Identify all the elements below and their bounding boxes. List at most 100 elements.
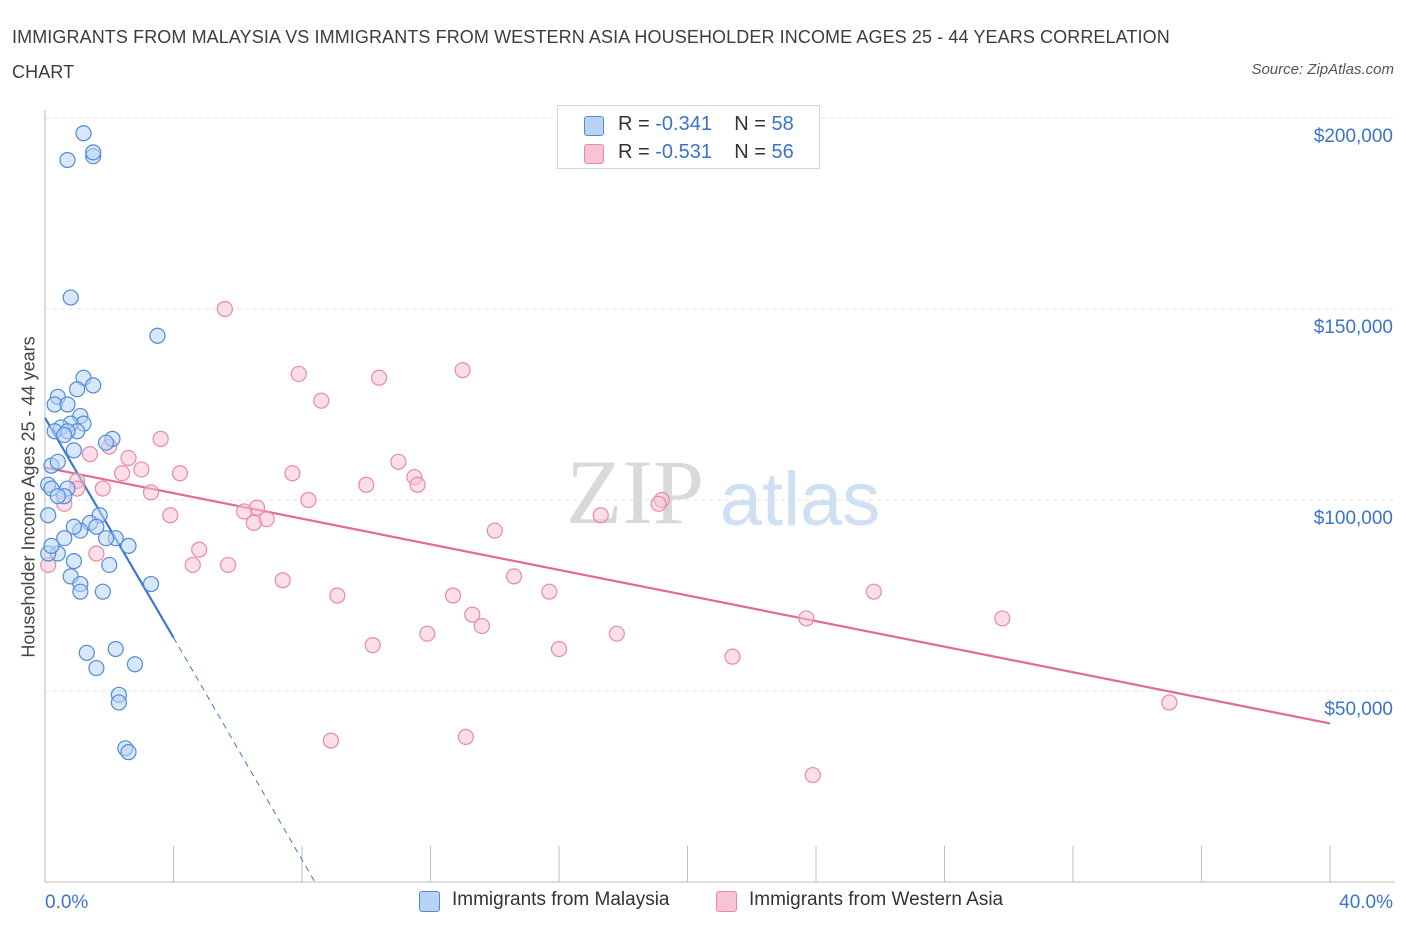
legend-n-label: N =	[734, 113, 766, 135]
point-western-asia	[364, 637, 381, 654]
point-western-asia	[184, 556, 201, 574]
point-western-asia	[419, 625, 436, 642]
point-malaysia	[110, 694, 127, 711]
point-malaysia	[40, 507, 57, 524]
point-western-asia	[313, 392, 330, 409]
point-western-asia	[142, 484, 160, 501]
trend-line-malaysia-extension	[173, 637, 316, 883]
point-western-asia	[608, 625, 625, 642]
point-western-asia	[220, 556, 237, 574]
point-western-asia	[133, 461, 150, 478]
point-malaysia	[149, 327, 166, 344]
series-name-malaysia: Immigrants from Malaysia	[452, 889, 670, 910]
point-malaysia	[59, 396, 76, 413]
grid-lines	[45, 117, 1395, 692]
point-western-asia	[290, 365, 307, 383]
point-western-asia	[650, 495, 667, 512]
point-western-asia	[322, 732, 340, 749]
point-western-asia	[284, 465, 301, 482]
points-western-asia	[40, 300, 1178, 784]
point-western-asia	[550, 640, 568, 658]
trend-line-malaysia	[44, 417, 175, 639]
legend-r-western-asia: -0.531	[655, 141, 712, 163]
point-malaysia	[107, 640, 124, 658]
point-western-asia	[505, 568, 523, 585]
point-western-asia	[804, 766, 821, 784]
point-western-asia	[454, 362, 471, 379]
legend-r-label: R =	[618, 141, 650, 163]
y-tick-label-3: $200,000	[1314, 126, 1393, 147]
y-axis-label: Householder Income Ages 25 - 44 years	[18, 336, 39, 658]
point-malaysia	[65, 518, 83, 535]
series-name-western-asia: Immigrants from Western Asia	[749, 889, 1004, 910]
y-tick-label-2: $150,000	[1314, 317, 1393, 338]
point-western-asia	[724, 648, 741, 665]
point-malaysia	[142, 575, 160, 593]
point-western-asia	[473, 617, 490, 635]
point-malaysia	[94, 583, 111, 600]
y-tick-labels: $50,000 $100,000 $150,000 $200,000	[1314, 126, 1393, 720]
point-western-asia	[994, 610, 1011, 627]
point-western-asia	[865, 583, 882, 600]
point-malaysia	[62, 289, 79, 306]
y-tick-label-1: $100,000	[1314, 508, 1393, 529]
legend-swatch-western-asia	[584, 144, 604, 164]
axes	[44, 110, 1395, 883]
point-malaysia	[59, 151, 76, 169]
point-western-asia	[464, 606, 481, 623]
point-western-asia	[162, 507, 179, 524]
point-malaysia	[101, 556, 118, 574]
series-swatch-malaysia	[419, 891, 440, 912]
point-malaysia	[75, 125, 92, 142]
point-western-asia	[358, 476, 375, 493]
point-malaysia	[120, 537, 137, 554]
point-western-asia	[171, 465, 189, 482]
point-malaysia	[69, 381, 86, 398]
point-malaysia	[43, 537, 60, 554]
point-western-asia	[409, 476, 426, 493]
chart-title: IMMIGRANTS FROM MALAYSIA VS IMMIGRANTS F…	[12, 27, 1170, 82]
point-malaysia	[120, 744, 137, 761]
point-western-asia	[81, 446, 99, 463]
point-western-asia	[541, 583, 558, 600]
point-malaysia	[65, 553, 83, 570]
point-malaysia	[85, 377, 102, 394]
point-western-asia	[1161, 694, 1178, 711]
point-western-asia	[592, 507, 609, 524]
point-malaysia	[78, 644, 95, 661]
point-western-asia	[486, 522, 503, 539]
legend-n-label: N =	[734, 141, 766, 163]
watermark: ZIP atlas	[566, 441, 880, 543]
point-western-asia	[152, 430, 169, 447]
legend-n-malaysia: 58	[771, 113, 794, 135]
y-tick-label-0: $50,000	[1324, 699, 1393, 720]
series-swatch-western-asia	[716, 891, 737, 912]
point-malaysia	[88, 518, 105, 535]
watermark-zip: ZIP	[566, 441, 704, 543]
point-western-asia	[120, 449, 137, 467]
point-western-asia	[113, 465, 131, 482]
legend-n-western-asia: 56	[771, 141, 794, 163]
points-malaysia	[40, 125, 166, 761]
point-malaysia	[88, 659, 105, 677]
point-western-asia	[329, 587, 346, 604]
point-malaysia	[49, 488, 66, 505]
point-malaysia	[49, 453, 66, 470]
point-western-asia	[300, 491, 317, 509]
point-western-asia	[444, 587, 462, 604]
point-malaysia	[72, 583, 89, 600]
point-western-asia	[798, 610, 815, 627]
point-malaysia	[97, 530, 115, 547]
x-tick-label-0: 0.0%	[45, 892, 88, 913]
point-malaysia	[56, 426, 73, 444]
legend-r-label: R =	[618, 113, 650, 135]
point-western-asia	[371, 369, 388, 386]
point-malaysia	[126, 656, 144, 673]
source-label: Source: ZipAtlas.com	[1251, 61, 1394, 78]
x-tick-labels: 0.0% 40.0%	[45, 892, 1393, 913]
point-western-asia	[88, 545, 105, 562]
legend-swatch-malaysia	[584, 116, 604, 136]
point-malaysia	[85, 144, 102, 161]
point-malaysia	[97, 434, 115, 451]
point-western-asia	[236, 503, 253, 520]
